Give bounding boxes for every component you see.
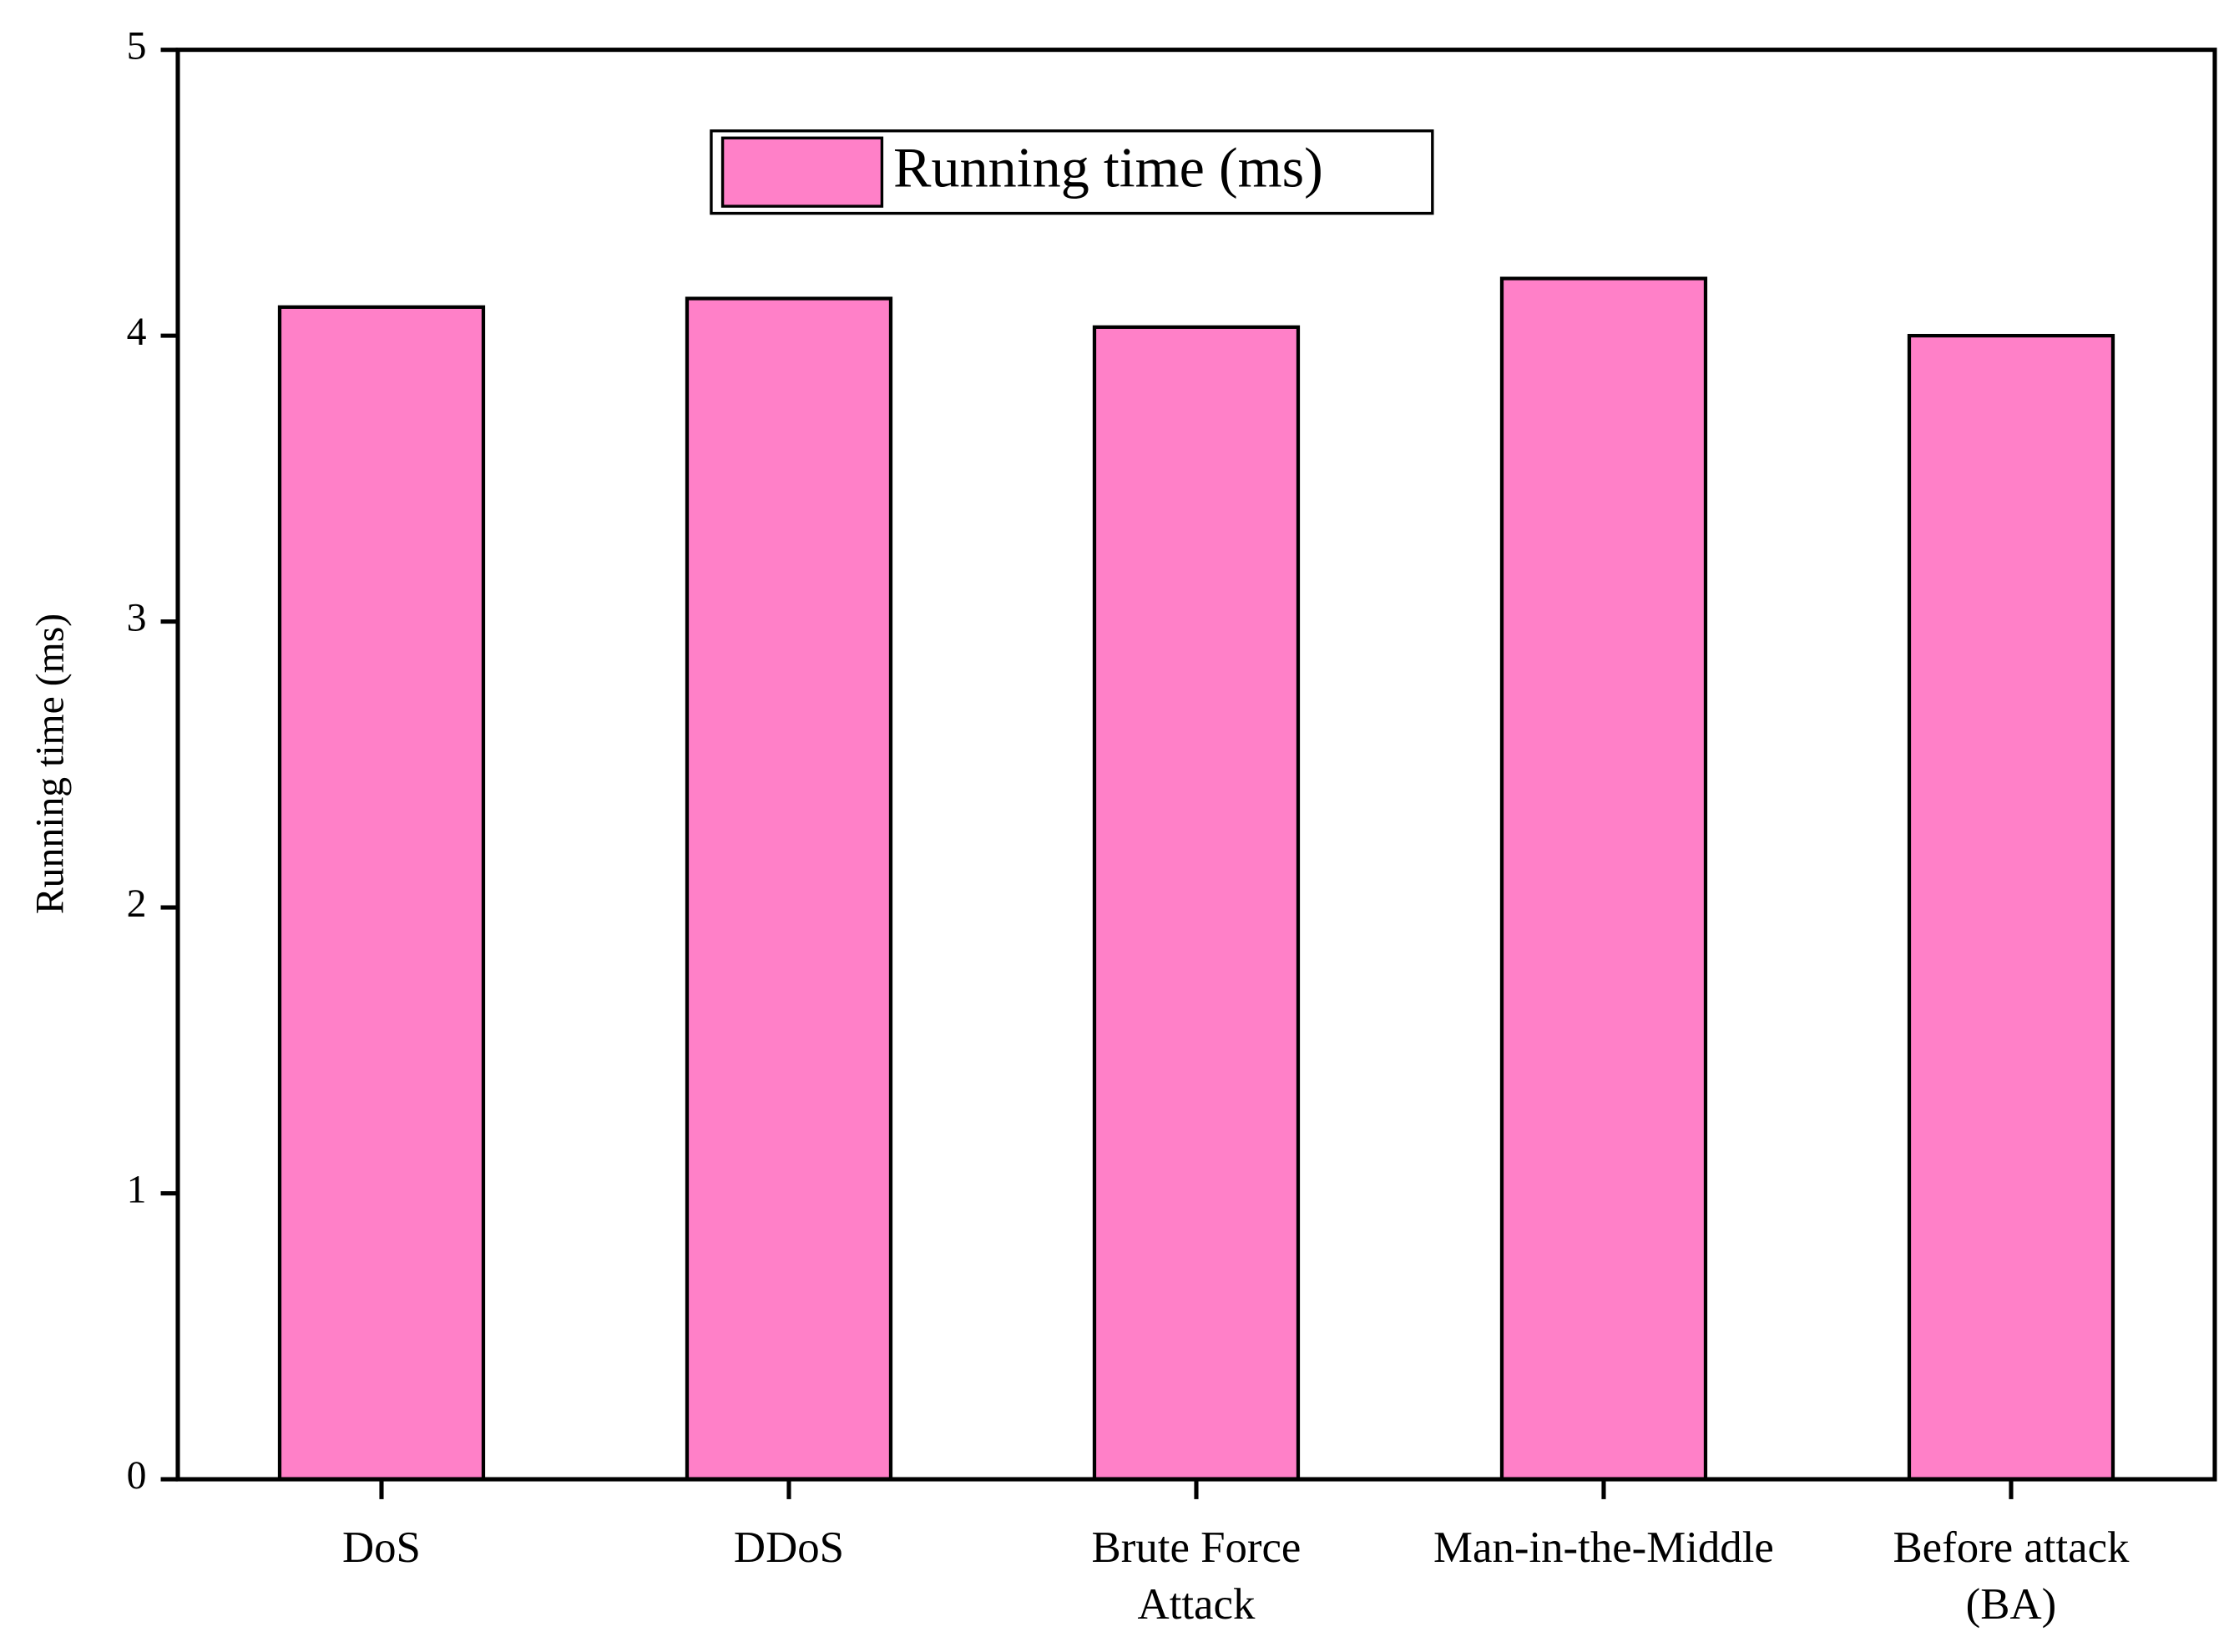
- y-tick-label: 1: [127, 1168, 147, 1212]
- y-tick-label: 2: [127, 882, 147, 926]
- y-tick-label: 5: [127, 24, 147, 68]
- bar: [685, 296, 893, 1482]
- plot-frame: [175, 48, 2217, 1482]
- bar: [1499, 276, 1708, 1482]
- y-axis-label: Running time (ms): [28, 614, 73, 914]
- bar: [277, 305, 486, 1482]
- x-tick-label: Brute Force Attack: [1091, 1522, 1302, 1629]
- y-tick-label: 0: [127, 1453, 147, 1498]
- y-tick-label: 4: [127, 310, 147, 354]
- bar: [1092, 325, 1301, 1482]
- legend-swatch: [720, 136, 884, 208]
- x-tick-label: Man-in-the-Middle: [1433, 1522, 1774, 1572]
- x-tick-label: DDoS: [733, 1522, 844, 1572]
- bar: [1907, 333, 2115, 1482]
- y-tick-label: 3: [127, 596, 147, 640]
- x-tick-label: Before attack (BA): [1893, 1522, 2130, 1629]
- x-tick-label: DoS: [341, 1522, 421, 1572]
- legend-label: Running time (ms): [893, 136, 1323, 200]
